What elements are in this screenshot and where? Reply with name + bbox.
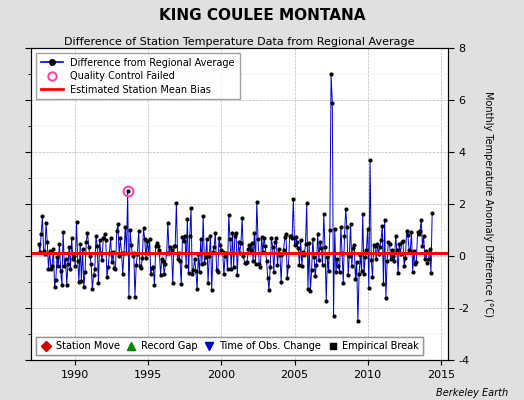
- Title: Difference of Station Temperature Data from Regional Average: Difference of Station Temperature Data f…: [64, 37, 415, 47]
- Y-axis label: Monthly Temperature Anomaly Difference (°C): Monthly Temperature Anomaly Difference (…: [484, 91, 494, 317]
- Text: KING COULEE MONTANA: KING COULEE MONTANA: [159, 8, 365, 23]
- Text: Berkeley Earth: Berkeley Earth: [436, 388, 508, 398]
- Legend: Station Move, Record Gap, Time of Obs. Change, Empirical Break: Station Move, Record Gap, Time of Obs. C…: [36, 337, 423, 355]
